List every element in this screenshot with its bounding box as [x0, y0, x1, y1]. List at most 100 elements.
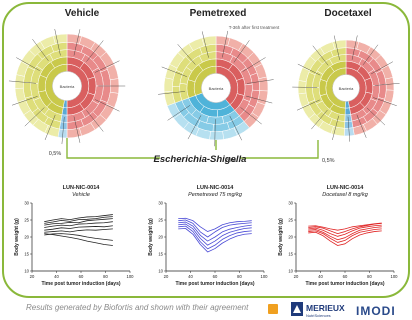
- sunburst-2-leader-0-6: [356, 114, 367, 138]
- sunburst-2-center: [332, 74, 360, 102]
- sunburst-2-leader-2-6: [333, 35, 340, 60]
- chart-1-ytick-label-0: 10: [158, 269, 163, 274]
- biofortis-logo-mark: [268, 304, 278, 314]
- sunburst-0-leader-2-2: [11, 96, 38, 106]
- imodi-logo: IMODI: [356, 304, 396, 318]
- sunburst-2-leader-2-2: [296, 99, 320, 111]
- chart-1-series-3: [178, 225, 252, 250]
- sunburst-subtitle-pemetrexed: T-36h after first treatment: [229, 25, 280, 30]
- sunburst-1-leader-0-0: [222, 30, 228, 58]
- sunburst-1-leader-0-1: [233, 40, 250, 63]
- chart-2-xtick-label-1: 40: [318, 274, 323, 279]
- sunburst-2-leader-0-2: [371, 61, 393, 75]
- chart-0-treatment: Vehicle: [72, 192, 90, 198]
- chart-0-series-3: [44, 221, 113, 228]
- sunburst-0-leader-2-4: [16, 57, 40, 71]
- sunburst-0-segment-0-1-2: [87, 76, 97, 96]
- sunburst-0-leader-0-5: [86, 110, 104, 132]
- chart-0-series-7: [44, 233, 113, 246]
- sunburst-0-leader-0-6: [73, 116, 81, 143]
- sunburst-1-leader-1-0: [229, 115, 242, 141]
- sunburst-vehicle: Bacteria: [8, 29, 126, 145]
- chart-0-series-0: [44, 214, 113, 223]
- chart-1-ytick-label-2: 20: [158, 235, 163, 240]
- chart-2-series-5: [308, 222, 382, 231]
- sunburst-0-leader-2-0: [44, 114, 56, 141]
- chart-0-series-5: [44, 228, 113, 233]
- chart-2-ytick-label-3: 25: [288, 218, 293, 223]
- chart-0-ytick-label-4: 30: [24, 201, 29, 206]
- sunburst-2-leader-0-1: [362, 44, 379, 65]
- chart-0-ytick-label-1: 15: [24, 252, 29, 257]
- chart-2-xlabel: Time post tumor induction (days): [305, 281, 384, 287]
- chart-1-xtick-label-2: 60: [213, 274, 218, 279]
- chart-0-xtick-label-2: 60: [79, 274, 84, 279]
- sunburst-2-leader-1-0: [347, 116, 350, 142]
- chart-1-xtick-label-4: 100: [261, 274, 269, 279]
- sunburst-2-leader-0-5: [366, 107, 386, 126]
- sunburst-1-segment-0-1-2: [236, 77, 246, 96]
- merieux-logo-subtext: NutriSciences: [306, 313, 331, 318]
- chart-1-series-4: [178, 228, 252, 253]
- sunburst-1-leader-0-4: [246, 95, 273, 104]
- chart-0-ytick-label-2: 20: [24, 235, 29, 240]
- sunburst-0-leader-0-1: [86, 40, 104, 62]
- sunburst-1-segment-2-1-0: [186, 79, 196, 99]
- chart-1-series-2: [178, 223, 252, 246]
- chart-2-series-4: [308, 230, 382, 246]
- chart-1-xtick-label-1: 40: [188, 274, 193, 279]
- chart-0-ylabel: Body weight (g): [14, 218, 20, 256]
- sunburst-0-leader-0-2: [95, 60, 120, 73]
- chart-1-treatment: Pemetrexed 75 mg/kg: [188, 192, 243, 198]
- chart-0-series-2: [44, 218, 113, 226]
- sunburst-1-leader-0-2: [242, 57, 266, 72]
- escherichia-connector: Escherichia-Shigella 0,5% 20% 0,5%: [49, 138, 335, 165]
- sunburst-0-leader-0-4: [95, 99, 120, 112]
- chart-2-model: LUN-NIC-0014: [327, 185, 365, 191]
- sunburst-2-center-label: Bacteria: [339, 86, 354, 91]
- sunburst-pemetrexed: Bacteria: [158, 30, 274, 147]
- panel-frame: [2, 2, 410, 298]
- sunburst-title-pemetrexed: Pemetrexed: [190, 8, 247, 19]
- sunburst-2-leader-2-4: [297, 63, 321, 76]
- sunburst-1-leader-1-2: [187, 115, 202, 140]
- chart-2-ytick-label-2: 20: [288, 235, 293, 240]
- sunburst-1-leader-2-1: [161, 66, 187, 77]
- chart-1-ytick-label-1: 15: [158, 252, 163, 257]
- chart-2-series-1: [308, 224, 382, 237]
- sunburst-0-segment-0-4-0: [66, 33, 82, 45]
- chart-1-series-5: [178, 217, 252, 232]
- chart-2-xtick-label-2: 60: [343, 274, 348, 279]
- chart-2-xtick-label-3: 80: [367, 274, 372, 279]
- chart-2-xtick-label-0: 20: [294, 274, 299, 279]
- chart-1-ylabel: Body weight (g): [148, 218, 154, 256]
- merieux-logo-text: MERIEUX: [306, 303, 345, 313]
- sunburst-1-segment-2-4-6: [201, 35, 217, 47]
- sunburst-2-leader-2-5: [312, 45, 329, 66]
- sunburst-2-leader-0-0: [351, 35, 358, 60]
- chart-0-xtick-label-4: 100: [127, 274, 135, 279]
- chart-2-series-3: [308, 228, 382, 243]
- sunburst-0-center: [52, 71, 82, 101]
- chart-0-series-4: [44, 225, 113, 231]
- chart-2-ytick-label-0: 10: [288, 269, 293, 274]
- genus-pct-docetaxel: 0,5%: [322, 158, 335, 164]
- genus-pct-pemetrexed: 20%: [225, 158, 236, 164]
- chart-2-treatment: Docetaxel 8 mg/kg: [322, 192, 368, 198]
- chart-1-ytick-label-4: 30: [158, 201, 163, 206]
- sunburst-0-leader-2-1: [24, 107, 45, 127]
- sunburst-1-leader-1-3: [167, 105, 191, 121]
- sunburst-1-leader-1-1: [214, 119, 216, 147]
- chart-2-ytick-label-4: 30: [288, 201, 293, 206]
- sunburst-0-leader-2-5: [32, 39, 49, 62]
- sunburst-1-leader-2-0: [158, 91, 186, 95]
- genus-pct-vehicle: 0,5%: [49, 151, 62, 157]
- sunburst-1-leader-2-2: [177, 44, 196, 65]
- chart-1-xtick-label-3: 80: [237, 274, 242, 279]
- sunburst-1-segment-1-4-2: [209, 130, 225, 141]
- sunburst-2-segment-2-1-2: [318, 79, 328, 97]
- sunburst-2-leader-2-1: [311, 109, 328, 130]
